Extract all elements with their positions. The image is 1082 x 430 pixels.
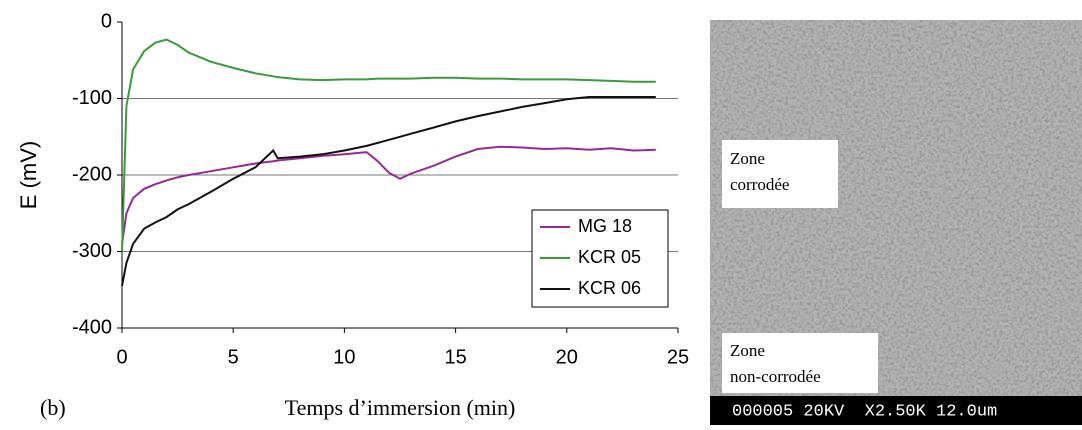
y-tick-label: -100 [72,87,112,109]
sem-image [710,20,1082,425]
x-axis-title: Temps d’immersion (min) [285,395,516,420]
y-tick-label: -200 [72,163,112,185]
x-tick-label: 5 [228,346,239,368]
image-label: non-corrodée [730,367,821,386]
x-tick-label: 20 [556,346,578,368]
y-tick-label: -300 [72,240,112,262]
x-tick-label: 10 [333,346,355,368]
image-label: Zone [730,149,765,168]
series-line [121,38,656,252]
y-tick-label: -400 [72,316,112,338]
x-tick-label: 0 [116,346,127,368]
panel-label: (b) [40,395,66,420]
x-tick-label: 25 [667,346,689,368]
image-label: corrodée [730,175,789,194]
series-line [121,145,656,244]
info-bar: 000005 20KV X2.50K 12.0um [732,402,997,421]
legend-label: MG 18 [578,216,632,236]
y-tick-label: 0 [101,10,112,32]
image-label: Zone [730,341,765,360]
series-line [121,96,656,287]
legend-label: KCR 05 [578,247,641,267]
x-tick-label: 15 [444,346,466,368]
y-axis-title: E (mV) [16,141,41,209]
legend-label: KCR 06 [578,278,641,298]
